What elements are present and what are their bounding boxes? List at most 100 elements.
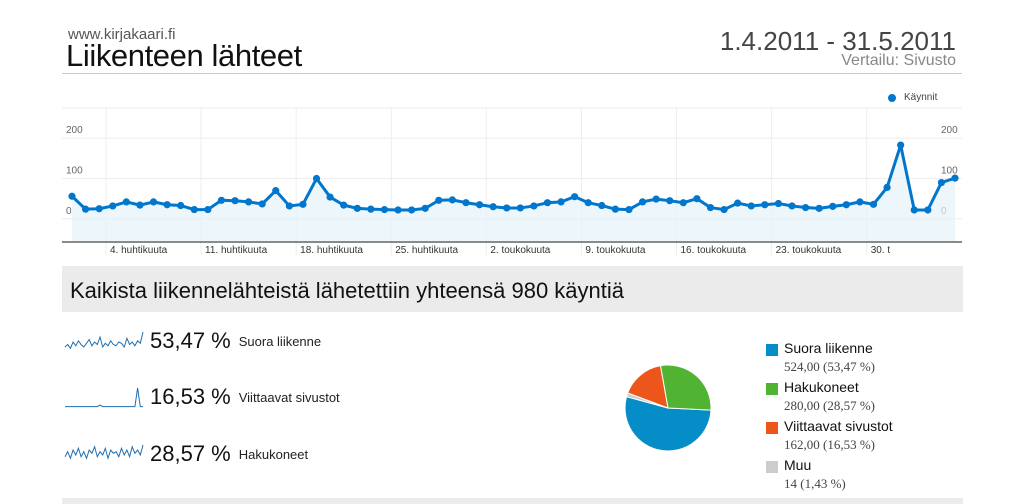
legend-swatch bbox=[766, 422, 778, 434]
data-point[interactable] bbox=[353, 204, 361, 212]
data-point[interactable] bbox=[204, 205, 212, 214]
data-point[interactable] bbox=[571, 193, 579, 201]
data-point[interactable] bbox=[611, 205, 619, 213]
data-point[interactable] bbox=[951, 174, 959, 182]
pie-legend-item[interactable]: Muu 14 (1,43 %) bbox=[766, 457, 893, 494]
data-point[interactable] bbox=[272, 187, 280, 195]
source-label: Viittaavat sivustot bbox=[238, 389, 340, 405]
data-point[interactable] bbox=[679, 199, 687, 207]
data-point[interactable] bbox=[734, 199, 742, 207]
x-tick-label: 30. t bbox=[871, 245, 891, 256]
data-point[interactable] bbox=[340, 201, 348, 209]
series-line bbox=[70, 143, 956, 212]
data-point[interactable] bbox=[245, 198, 253, 206]
pie-slice[interactable] bbox=[627, 365, 669, 409]
data-point[interactable] bbox=[408, 206, 416, 214]
data-point[interactable] bbox=[367, 205, 375, 213]
pie-legend-name: Viittaavat sivustot bbox=[784, 418, 893, 434]
header-divider bbox=[62, 73, 962, 74]
data-point[interactable] bbox=[217, 196, 226, 204]
data-point[interactable] bbox=[897, 141, 905, 149]
data-point[interactable] bbox=[68, 192, 76, 200]
data-point[interactable] bbox=[177, 201, 185, 210]
data-point[interactable] bbox=[489, 203, 497, 211]
data-point[interactable] bbox=[109, 202, 117, 210]
data-point[interactable] bbox=[557, 198, 565, 206]
data-point[interactable] bbox=[598, 201, 606, 210]
data-point[interactable] bbox=[421, 204, 429, 212]
data-point[interactable] bbox=[435, 196, 443, 204]
chart-legend: Käynnit bbox=[888, 92, 937, 103]
data-point[interactable] bbox=[516, 204, 524, 212]
data-point[interactable] bbox=[530, 202, 538, 210]
data-point[interactable] bbox=[503, 204, 511, 212]
comparison-label: Vertailu: Sivusto bbox=[841, 52, 956, 69]
data-point[interactable] bbox=[774, 199, 783, 208]
data-point[interactable] bbox=[747, 202, 755, 210]
data-point[interactable] bbox=[163, 201, 171, 209]
data-point[interactable] bbox=[937, 178, 946, 187]
data-point[interactable] bbox=[625, 205, 633, 214]
data-point[interactable] bbox=[380, 205, 389, 214]
data-point[interactable] bbox=[829, 202, 837, 210]
data-point[interactable] bbox=[122, 198, 130, 206]
source-row-search[interactable]: 28,57 % Hakukoneet bbox=[64, 441, 308, 467]
data-point[interactable] bbox=[801, 203, 810, 212]
data-point[interactable] bbox=[638, 198, 647, 206]
data-point[interactable] bbox=[326, 193, 334, 201]
data-point[interactable] bbox=[462, 199, 470, 207]
data-point[interactable] bbox=[856, 198, 864, 206]
source-row-direct[interactable]: 53,47 % Suora liikenne bbox=[64, 328, 321, 354]
data-point[interactable] bbox=[869, 200, 878, 208]
data-point[interactable] bbox=[190, 205, 198, 214]
data-point[interactable] bbox=[788, 202, 796, 210]
data-point[interactable] bbox=[448, 196, 456, 204]
data-point[interactable] bbox=[285, 202, 293, 210]
traffic-sources-pie bbox=[624, 364, 712, 452]
pie-legend-item[interactable]: Hakukoneet 280,00 (28,57 %) bbox=[766, 379, 893, 416]
data-point[interactable] bbox=[815, 204, 823, 212]
data-point[interactable] bbox=[136, 201, 144, 209]
legend-swatch bbox=[766, 383, 778, 395]
pie-slice[interactable] bbox=[659, 364, 712, 411]
data-point[interactable] bbox=[720, 205, 728, 214]
data-point[interactable] bbox=[883, 183, 891, 191]
data-point[interactable] bbox=[842, 201, 850, 209]
data-point[interactable] bbox=[149, 198, 158, 206]
pie-legend-item[interactable]: Viittaavat sivustot 162,00 (16,53 %) bbox=[766, 418, 893, 455]
y-tick-label-left: 100 bbox=[66, 165, 83, 176]
data-point[interactable] bbox=[312, 174, 321, 183]
source-label: Hakukoneet bbox=[238, 446, 309, 462]
data-point[interactable] bbox=[231, 197, 239, 205]
data-point[interactable] bbox=[299, 200, 307, 208]
data-point[interactable] bbox=[666, 197, 674, 205]
data-point[interactable] bbox=[761, 201, 769, 209]
legend-series-label: Käynnit bbox=[904, 92, 938, 103]
data-point[interactable] bbox=[258, 200, 266, 208]
data-point[interactable] bbox=[652, 195, 660, 203]
data-point[interactable] bbox=[924, 206, 932, 214]
pie-legend-item[interactable]: Suora liikenne 524,00 (53,47 %) bbox=[766, 340, 893, 377]
data-point[interactable] bbox=[584, 199, 592, 207]
source-row-referring[interactable]: 16,53 % Viittaavat sivustot bbox=[64, 384, 340, 410]
x-tick-label: 16. toukokuuta bbox=[681, 245, 747, 256]
data-point[interactable] bbox=[706, 203, 715, 212]
data-point[interactable] bbox=[394, 206, 402, 214]
sparkline-direct bbox=[64, 331, 144, 350]
site-url: www.kirjakaari.fi bbox=[68, 26, 176, 43]
data-point[interactable] bbox=[475, 201, 484, 209]
pie-legend-name: Muu bbox=[784, 457, 812, 473]
source-percent: 16,53 % bbox=[150, 384, 231, 409]
data-point[interactable] bbox=[693, 195, 701, 203]
date-range[interactable]: 1.4.2011 - 31.5.2011 bbox=[719, 26, 956, 56]
series-area bbox=[72, 145, 955, 241]
data-point[interactable] bbox=[81, 205, 90, 213]
data-point[interactable] bbox=[910, 206, 918, 214]
pie-legend-value: 280,00 (28,57 %) bbox=[784, 398, 875, 413]
pie-slice[interactable] bbox=[624, 395, 712, 452]
data-point[interactable] bbox=[95, 205, 103, 213]
x-tick-label: 25. huhtikuuta bbox=[395, 245, 458, 256]
sparkline-path bbox=[64, 444, 144, 461]
data-point[interactable] bbox=[543, 199, 552, 207]
x-tick-label: 2. toukokuuta bbox=[490, 245, 550, 256]
